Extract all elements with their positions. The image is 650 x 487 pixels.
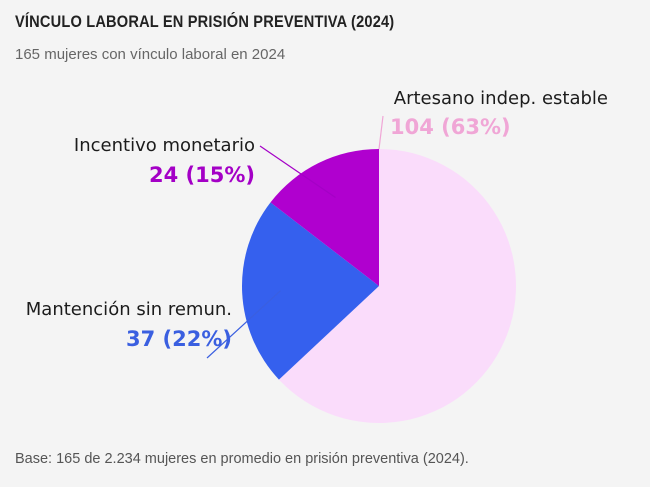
leader-line-artesano [378, 115, 384, 150]
leader-line-incentivo [259, 145, 336, 198]
leader-lines [206, 115, 384, 359]
pie-slice-artesano [278, 149, 516, 424]
label-incentivo: Incentivo monetario 24 (15%) [74, 135, 255, 187]
chart-subtitle: 165 mujeres con vínculo laboral en 2024 [15, 46, 286, 63]
slice-value-incentivo: 24 (15%) [149, 163, 255, 187]
slice-label-mantencion: Mantención sin remun. [26, 299, 232, 320]
label-artesano: Artesano indep. estable 104 (63%) [390, 88, 608, 139]
slice-value-mantencion: 37 (22%) [126, 327, 232, 351]
slice-label-incentivo: Incentivo monetario [74, 135, 255, 156]
footnote: Base: 165 de 2.234 mujeres en promedio e… [15, 451, 469, 467]
leader-line-mantencion [206, 290, 281, 359]
pie-slice-mantencion [241, 202, 379, 380]
slice-value-artesano: 104 (63%) [390, 115, 511, 139]
chart-title: VÍNCULO LABORAL EN PRISIÓN PREVENTIVA (2… [15, 12, 395, 31]
label-mantencion: Mantención sin remun. 37 (22%) [26, 299, 232, 351]
pie-slices [241, 149, 516, 424]
pie-slice-incentivo [270, 149, 379, 286]
slice-label-artesano: Artesano indep. estable [394, 88, 608, 109]
